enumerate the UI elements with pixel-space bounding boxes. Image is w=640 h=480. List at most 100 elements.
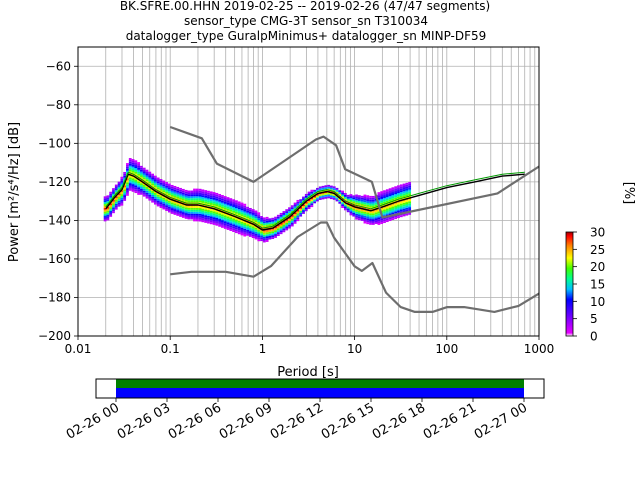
density-cell bbox=[355, 202, 358, 205]
density-cell bbox=[167, 204, 171, 207]
density-cell bbox=[215, 216, 219, 218]
density-cell bbox=[179, 189, 182, 192]
probability-density bbox=[103, 158, 412, 243]
density-cell bbox=[307, 195, 311, 198]
density-cell bbox=[327, 184, 331, 187]
density-cell bbox=[383, 207, 386, 210]
density-cell bbox=[159, 188, 163, 191]
density-cell bbox=[179, 191, 182, 194]
density-cell bbox=[198, 209, 202, 212]
density-cell bbox=[235, 225, 238, 228]
density-cell bbox=[128, 175, 132, 178]
density-cell bbox=[181, 198, 185, 201]
density-cell bbox=[318, 196, 322, 199]
density-cell bbox=[302, 206, 305, 209]
density-cell bbox=[251, 212, 255, 215]
density-cell bbox=[279, 230, 283, 233]
density-cell bbox=[235, 204, 238, 207]
density-cell bbox=[285, 222, 289, 225]
density-cell bbox=[159, 198, 163, 201]
density-cell bbox=[360, 217, 364, 219]
density-cell bbox=[173, 203, 177, 206]
density-cell bbox=[335, 189, 339, 192]
density-cell bbox=[207, 194, 210, 197]
density-cell bbox=[131, 178, 135, 181]
density-cell bbox=[179, 193, 182, 196]
density-cell bbox=[207, 190, 210, 193]
density-cell bbox=[391, 193, 395, 195]
density-cell bbox=[137, 192, 141, 195]
colorbar-tick-label: 15 bbox=[590, 278, 605, 292]
density-cell bbox=[148, 196, 152, 199]
density-cell bbox=[223, 221, 227, 224]
density-cell bbox=[223, 213, 227, 216]
density-cell bbox=[176, 211, 180, 214]
density-cell bbox=[190, 198, 194, 201]
density-cell bbox=[341, 204, 344, 207]
density-cell bbox=[369, 205, 372, 208]
density-cell bbox=[282, 222, 286, 225]
density-cell bbox=[285, 216, 289, 219]
density-cell bbox=[327, 196, 331, 199]
density-cell bbox=[374, 218, 378, 221]
density-cell bbox=[346, 194, 350, 197]
x-tick-label: 0.01 bbox=[65, 342, 92, 356]
colorbar-tick-label: 5 bbox=[590, 312, 598, 326]
density-cell bbox=[198, 196, 202, 199]
density-cell bbox=[388, 205, 392, 208]
density-cell bbox=[153, 200, 157, 203]
density-cell bbox=[313, 189, 317, 192]
density-cell bbox=[112, 211, 115, 214]
density-cell bbox=[327, 192, 331, 195]
density-cell bbox=[366, 218, 370, 221]
density-cell bbox=[218, 224, 222, 227]
density-cell bbox=[332, 195, 336, 198]
density-cell bbox=[288, 222, 291, 225]
density-cell bbox=[391, 191, 395, 194]
density-cell bbox=[112, 199, 115, 202]
density-cell bbox=[302, 211, 305, 214]
density-cell bbox=[405, 192, 409, 195]
density-cell bbox=[151, 177, 154, 180]
density-cell bbox=[296, 201, 300, 204]
density-cell bbox=[112, 201, 115, 204]
density-cell bbox=[408, 182, 412, 184]
density-cell bbox=[394, 205, 398, 208]
density-cell bbox=[290, 209, 294, 212]
density-cell bbox=[282, 212, 286, 215]
density-cell bbox=[321, 187, 325, 190]
density-cell bbox=[128, 177, 132, 180]
density-cell bbox=[402, 200, 406, 203]
density-cell bbox=[103, 213, 107, 216]
density-cell bbox=[408, 209, 412, 211]
density-cell bbox=[399, 184, 403, 187]
density-cell bbox=[276, 218, 280, 221]
density-cell bbox=[226, 201, 230, 203]
density-cell bbox=[170, 188, 174, 191]
density-cell bbox=[215, 198, 219, 201]
density-cell bbox=[282, 216, 286, 219]
density-cell bbox=[235, 229, 238, 232]
density-cell bbox=[142, 183, 146, 186]
density-cell bbox=[377, 217, 381, 220]
density-cell bbox=[402, 183, 406, 186]
density-cell bbox=[240, 202, 244, 205]
density-cell bbox=[391, 218, 395, 221]
density-cell bbox=[254, 237, 258, 240]
density-cell bbox=[137, 169, 141, 172]
density-cell bbox=[215, 192, 219, 195]
density-cell bbox=[229, 225, 233, 228]
density-cell bbox=[377, 199, 381, 202]
density-cell bbox=[262, 225, 266, 228]
density-cell bbox=[109, 203, 113, 206]
density-cell bbox=[257, 214, 261, 217]
coverage-tick-label: 02-26 15 bbox=[319, 400, 377, 442]
density-cell bbox=[181, 192, 185, 195]
density-cell bbox=[126, 164, 129, 167]
density-cell bbox=[209, 216, 213, 219]
density-cell bbox=[123, 198, 127, 201]
density-cell bbox=[338, 194, 342, 197]
density-cell bbox=[355, 217, 358, 220]
density-cell bbox=[274, 220, 277, 223]
density-cell bbox=[385, 198, 389, 201]
